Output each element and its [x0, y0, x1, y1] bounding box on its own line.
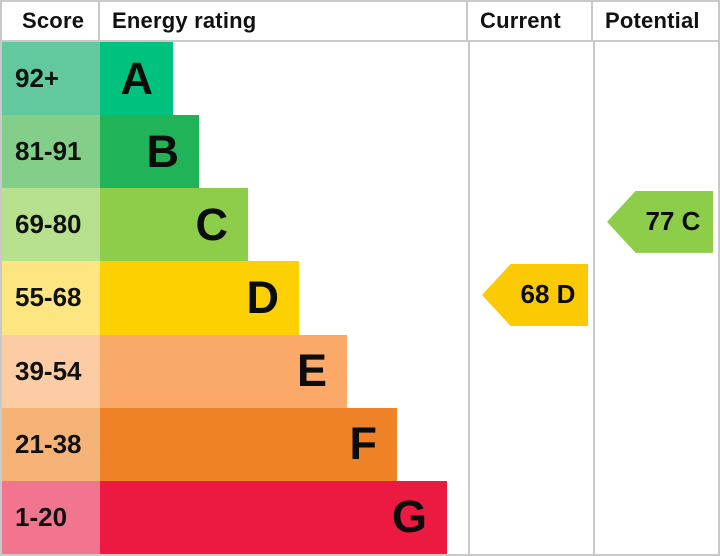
band-row-b: 81-91 B — [2, 115, 718, 189]
rating-bar-d: D — [100, 261, 299, 335]
rating-bar-a: A — [100, 42, 173, 116]
header-current: Current — [468, 2, 593, 40]
score-label: 1-20 — [15, 501, 68, 532]
potential-column-cell — [593, 480, 718, 554]
current-column-cell — [468, 407, 593, 481]
score-cell: 81-91 — [2, 115, 100, 189]
band-row-c: 69-80 C 77 C — [2, 188, 718, 262]
header-potential: Potential — [605, 8, 700, 33]
band-row-a: 92+ A — [2, 42, 718, 116]
band-letter: G — [391, 491, 427, 543]
band-letter: F — [349, 418, 378, 470]
header-energy-rating: Energy rating — [100, 2, 468, 40]
score-cell: 1-20 — [2, 480, 100, 554]
score-label: 21-38 — [15, 428, 82, 459]
bar-area: C — [100, 188, 468, 262]
potential-column-cell — [593, 334, 718, 408]
header-score: Score — [2, 2, 100, 40]
current-column-cell: 68 D — [468, 261, 593, 335]
rating-bar-g: G — [100, 480, 447, 554]
score-label: 92+ — [15, 63, 60, 94]
current-marker-label: 68 D — [520, 279, 576, 310]
potential-column-cell — [593, 42, 718, 116]
potential-marker-label: 77 C — [645, 206, 701, 237]
rating-bar-b: B — [100, 115, 199, 189]
bar-area: D — [100, 261, 468, 335]
band-row-g: 1-20 G — [2, 480, 718, 554]
score-label: 69-80 — [15, 209, 82, 240]
score-cell: 55-68 — [2, 261, 100, 335]
score-cell: 69-80 — [2, 188, 100, 262]
band-row-d: 55-68 D 68 D — [2, 261, 718, 335]
score-label: 39-54 — [15, 355, 82, 386]
current-column-cell — [468, 480, 593, 554]
rating-bar-e: E — [100, 334, 347, 408]
score-label: 55-68 — [15, 282, 82, 313]
bar-area: B — [100, 115, 468, 189]
score-cell: 92+ — [2, 42, 100, 116]
band-letter: D — [246, 271, 280, 323]
band-row-e: 39-54 E — [2, 334, 718, 408]
chart-header: Score Energy rating Current Potential — [2, 2, 718, 42]
bar-area: E — [100, 334, 468, 408]
rating-rows: 92+ A 81-91 B 69-80 C 77 C — [2, 42, 718, 554]
band-letter: C — [195, 198, 229, 250]
bar-area: A — [100, 42, 468, 116]
score-cell: 21-38 — [2, 407, 100, 481]
band-letter: B — [146, 125, 180, 177]
score-cell: 39-54 — [2, 334, 100, 408]
bar-area: F — [100, 407, 468, 481]
rating-bar-f: F — [100, 407, 397, 481]
potential-column-cell — [593, 115, 718, 189]
potential-column-cell: 77 C — [593, 188, 718, 262]
current-column-cell — [468, 42, 593, 116]
current-column-cell — [468, 188, 593, 262]
current-marker-arrow-left-icon: 68 D — [482, 263, 588, 326]
current-column-cell — [468, 115, 593, 189]
potential-column-cell — [593, 407, 718, 481]
band-letter: A — [120, 52, 154, 104]
band-letter: E — [296, 345, 327, 397]
potential-marker-arrow-left-icon: 77 C — [607, 190, 713, 253]
potential-column-cell — [593, 261, 718, 335]
band-row-f: 21-38 F — [2, 407, 718, 481]
rating-bar-c: C — [100, 188, 248, 262]
score-label: 81-91 — [15, 136, 82, 167]
current-column-cell — [468, 334, 593, 408]
bar-area: G — [100, 480, 468, 554]
